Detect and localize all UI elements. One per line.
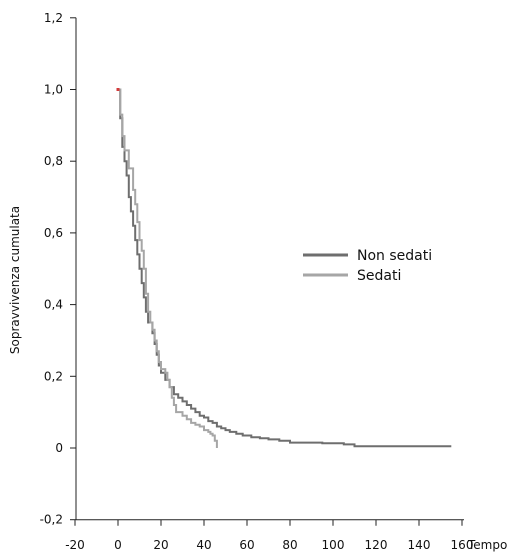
y-tick-label: 0: [55, 441, 63, 455]
axes: [70, 17, 464, 526]
y-tick-label: -0,2: [40, 513, 63, 527]
x-tick-label: 100: [322, 538, 345, 552]
series-line-non-sedati: [118, 88, 452, 448]
x-tick-label: 160: [451, 538, 474, 552]
x-tick-label: 120: [365, 538, 388, 552]
y-tick-label: 0,4: [44, 298, 63, 312]
x-tick-label: 40: [196, 538, 211, 552]
start-marker: [116, 88, 120, 91]
x-tick-label: 20: [153, 538, 168, 552]
legend: Non sedati Sedati: [303, 248, 432, 284]
x-tick-label: 80: [282, 538, 297, 552]
x-axis-label: Tempo: [467, 538, 507, 552]
x-tick-label: 60: [239, 538, 254, 552]
y-axis-label: Sopravvivenza cumulata: [8, 206, 22, 354]
x-tick-label: 140: [408, 538, 431, 552]
x-tick-label: -20: [65, 538, 85, 552]
tick-labels: -0,2 0 0,2 0,4 0,6 0,8 1,0 1,2 -20 0 20 40 60 80 100 12…: [40, 11, 474, 552]
y-tick-label: 0,6: [44, 226, 63, 240]
y-tick-label: 0,8: [44, 154, 63, 168]
legend-label: Sedati: [357, 268, 401, 284]
series-lines: [116, 88, 452, 448]
y-tick-label: 1,2: [44, 11, 63, 25]
y-tick-label: 1,0: [44, 83, 63, 97]
legend-label: Non sedati: [357, 248, 432, 264]
series-line-sedati: [118, 88, 218, 448]
x-tick-label: 0: [114, 538, 122, 552]
y-tick-label: 0,2: [44, 369, 63, 383]
